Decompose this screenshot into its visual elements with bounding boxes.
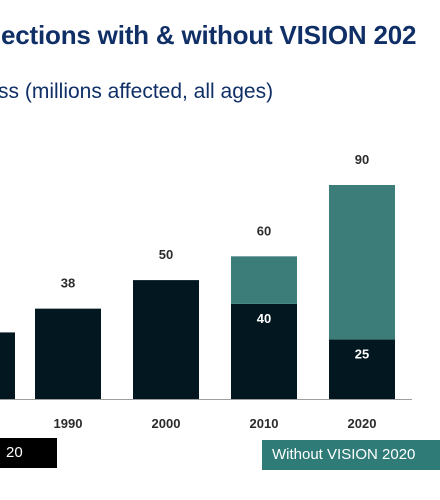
bar-with-2 — [133, 280, 199, 399]
bar-with-1 — [35, 308, 101, 399]
bar-with-0 — [0, 332, 15, 399]
legend-without-vision: Without VISION 2020 — [262, 440, 440, 470]
x-tick-label-1: 1990 — [54, 416, 83, 431]
total-label-4: 90 — [355, 152, 369, 167]
total-label-3: 60 — [257, 223, 271, 238]
bar-with-4 — [329, 339, 395, 399]
inner-label-3: 40 — [257, 311, 271, 326]
inner-label-4: 25 — [355, 347, 369, 362]
bar-with-3 — [231, 303, 297, 399]
x-tick-label-4: 2020 — [348, 416, 377, 431]
chart-title: jections with & without VISION 202 — [0, 20, 417, 50]
chart-subtitle: ss (millions affected, all ages) — [0, 80, 274, 103]
x-tick-label-2: 2000 — [152, 416, 181, 431]
bar-without-4 — [329, 185, 395, 340]
x-tick-label-3: 2010 — [250, 416, 279, 431]
total-label-2: 50 — [159, 247, 173, 262]
bar-without-3 — [231, 256, 297, 304]
legend-with-vision: 20 — [0, 438, 57, 468]
total-label-1: 38 — [61, 276, 75, 291]
legend-with-label: 20 — [6, 444, 23, 461]
